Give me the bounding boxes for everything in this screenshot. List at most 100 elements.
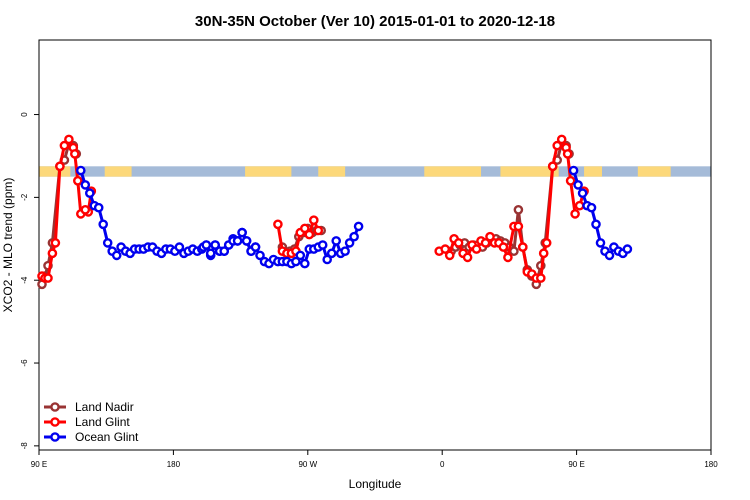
- data-point: [440, 244, 451, 254]
- data-point: [295, 250, 306, 261]
- land-band-segment: [424, 166, 482, 177]
- data-point: [102, 238, 113, 248]
- data-point: [562, 149, 573, 159]
- data-point: [59, 140, 70, 151]
- data-point: [595, 238, 606, 248]
- data-point: [503, 252, 513, 263]
- data-point: [93, 202, 104, 213]
- data-point: [55, 161, 65, 172]
- data-point: [273, 219, 283, 230]
- data-point: [85, 188, 95, 198]
- chart-title: 30N-35N October (Ver 10) 2015-01-01 to 2…: [195, 13, 555, 30]
- data-point: [344, 238, 355, 248]
- data-point: [308, 215, 319, 225]
- land-band-segment: [637, 166, 671, 177]
- legend-marker: [50, 432, 60, 442]
- legend-label: Ocean Glint: [75, 430, 139, 444]
- data-point: [509, 246, 519, 256]
- y-tick-label: 0: [20, 112, 29, 117]
- data-point: [485, 231, 495, 242]
- data-point: [573, 180, 583, 190]
- series-layer: [37, 134, 633, 290]
- data-point: [111, 250, 122, 261]
- data-point: [570, 209, 580, 219]
- x-tick-label: 180: [167, 460, 181, 469]
- y-tick-label: -4: [20, 276, 29, 284]
- data-point: [313, 225, 324, 236]
- x-axis-title: Longitude: [349, 477, 402, 491]
- legend-marker: [50, 417, 60, 427]
- data-point: [76, 165, 86, 176]
- data-point: [340, 246, 350, 256]
- series-ocean-glint: [76, 165, 633, 269]
- data-point: [586, 202, 597, 213]
- data-point: [462, 252, 473, 263]
- data-point: [536, 273, 546, 283]
- legend-marker: [50, 402, 60, 412]
- data-point: [556, 134, 567, 145]
- data-point: [250, 242, 261, 252]
- series-line: [41, 137, 83, 280]
- y-tick-label: -6: [20, 359, 29, 367]
- data-point: [299, 258, 310, 269]
- data-point: [471, 244, 482, 254]
- series-land-glint: [37, 134, 589, 283]
- data-point: [70, 149, 80, 159]
- land-band-segment: [104, 166, 132, 177]
- data-point: [541, 238, 552, 248]
- data-point: [349, 231, 359, 242]
- data-point: [219, 246, 229, 256]
- data-point: [304, 229, 315, 240]
- data-point: [232, 236, 243, 246]
- data-point: [237, 227, 247, 238]
- plot-frame: [38, 39, 712, 451]
- data-point: [43, 273, 53, 283]
- data-point: [565, 175, 576, 186]
- data-point: [577, 188, 588, 198]
- data-point: [64, 134, 74, 145]
- x-axis: 90 E 180 90 W 0 90 E 180: [31, 450, 718, 469]
- data-point: [322, 254, 333, 265]
- x-tick-label: 90 E: [568, 460, 584, 469]
- data-point: [574, 200, 585, 211]
- y-tick-label: -2: [20, 193, 29, 201]
- land-band-segment: [500, 166, 559, 177]
- data-point: [591, 219, 601, 230]
- data-point: [453, 238, 464, 248]
- data-point: [174, 242, 185, 252]
- data-point: [241, 236, 252, 246]
- data-point: [552, 140, 563, 151]
- x-tick-label: 90 E: [31, 460, 47, 469]
- data-point: [444, 250, 455, 261]
- data-point: [513, 221, 524, 232]
- data-point: [498, 242, 509, 252]
- data-point: [291, 256, 301, 267]
- legend-label: Land Nadir: [75, 400, 134, 414]
- data-point: [317, 240, 328, 250]
- land-band-segment: [39, 166, 71, 177]
- data-point: [547, 161, 558, 172]
- data-point: [538, 248, 549, 259]
- ocean-band: [39, 166, 711, 177]
- y-axis: 0 -2 -4 -6 -8: [20, 112, 39, 450]
- data-point: [331, 236, 342, 246]
- data-point: [518, 242, 528, 252]
- x-tick-label: 180: [704, 460, 718, 469]
- land-band-segment: [584, 166, 602, 177]
- data-point: [73, 175, 83, 186]
- data-point: [622, 244, 633, 254]
- legend-label: Land Glint: [75, 415, 130, 429]
- land-band-segment: [245, 166, 292, 177]
- x-tick-label: 0: [440, 460, 445, 469]
- data-point: [80, 204, 91, 215]
- data-point: [201, 240, 212, 250]
- land-ocean-band: [39, 166, 711, 177]
- data-point: [210, 240, 220, 250]
- data-point: [604, 250, 615, 261]
- data-point: [255, 250, 265, 261]
- land-band-segment: [318, 166, 346, 177]
- data-point: [568, 165, 579, 176]
- y-tick-label: -8: [20, 442, 29, 450]
- data-point: [480, 238, 491, 248]
